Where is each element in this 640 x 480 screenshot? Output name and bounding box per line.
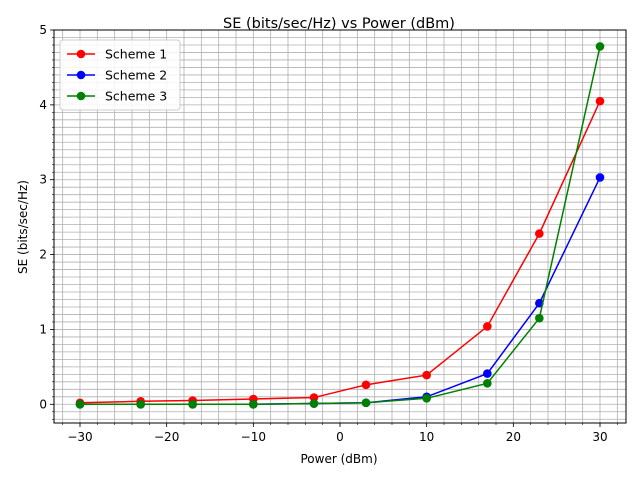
y-tick-label: 4 (39, 98, 47, 112)
y-tick-label: 1 (39, 322, 47, 336)
x-axis-label: Power (dBm) (301, 452, 378, 466)
x-tick-label: 0 (336, 430, 344, 444)
data-point-scheme-3 (535, 313, 544, 323)
y-tick-label: 0 (39, 397, 47, 411)
data-point-scheme-3 (595, 42, 605, 51)
data-point-scheme-1 (483, 322, 492, 331)
data-point-scheme-1 (595, 96, 605, 106)
y-tick-label: 5 (39, 23, 47, 37)
y-tick-label: 2 (39, 248, 47, 262)
data-point-scheme-3 (136, 399, 145, 409)
axis-ticks: −30 −20 −10 0 10 20 30 0 1 2 3 4 5 (39, 23, 618, 444)
data-point-scheme-3 (483, 379, 492, 388)
data-point-scheme-3 (75, 399, 85, 409)
x-tick-label: 30 (592, 430, 607, 444)
data-point-scheme-3 (422, 393, 431, 403)
data-point-scheme-3 (188, 399, 197, 409)
legend: Scheme 1 Scheme 2 Scheme 3 (59, 39, 181, 111)
chart-title: SE (bits/sec/Hz) vs Power (dBm) (223, 16, 455, 32)
data-point-scheme-2 (483, 369, 492, 378)
grid (54, 29, 626, 423)
data-point-scheme-1 (422, 370, 431, 380)
x-tick-label: −30 (67, 430, 92, 444)
data-point-scheme-3 (309, 399, 319, 408)
data-point-scheme-1 (535, 229, 544, 238)
x-tick-label: −10 (241, 430, 266, 444)
x-tick-label: 20 (506, 430, 521, 444)
y-tick-label: 3 (39, 173, 47, 187)
legend-label-scheme-1: Scheme 1 (105, 47, 167, 62)
series-line-scheme-3 (80, 46, 601, 406)
legend-label-scheme-3: Scheme 3 (105, 89, 167, 104)
data-point-scheme-3 (249, 399, 258, 409)
data-point-scheme-3 (361, 398, 371, 408)
data-point-scheme-2 (595, 173, 605, 182)
series-layer (75, 42, 605, 409)
legend-label-scheme-2: Scheme 2 (105, 68, 167, 83)
data-point-scheme-1 (361, 380, 371, 390)
legend-marker-scheme-3 (76, 91, 86, 101)
data-point-scheme-1 (309, 393, 319, 402)
x-tick-label: 10 (419, 430, 434, 444)
y-axis-label: SE (bits/sec/Hz) (16, 180, 30, 274)
legend-box (59, 39, 181, 111)
legend-marker-scheme-2 (76, 70, 86, 80)
legend-marker-scheme-1 (76, 49, 86, 59)
x-tick-label: −20 (154, 430, 179, 444)
series-line-scheme-1 (79, 100, 601, 404)
